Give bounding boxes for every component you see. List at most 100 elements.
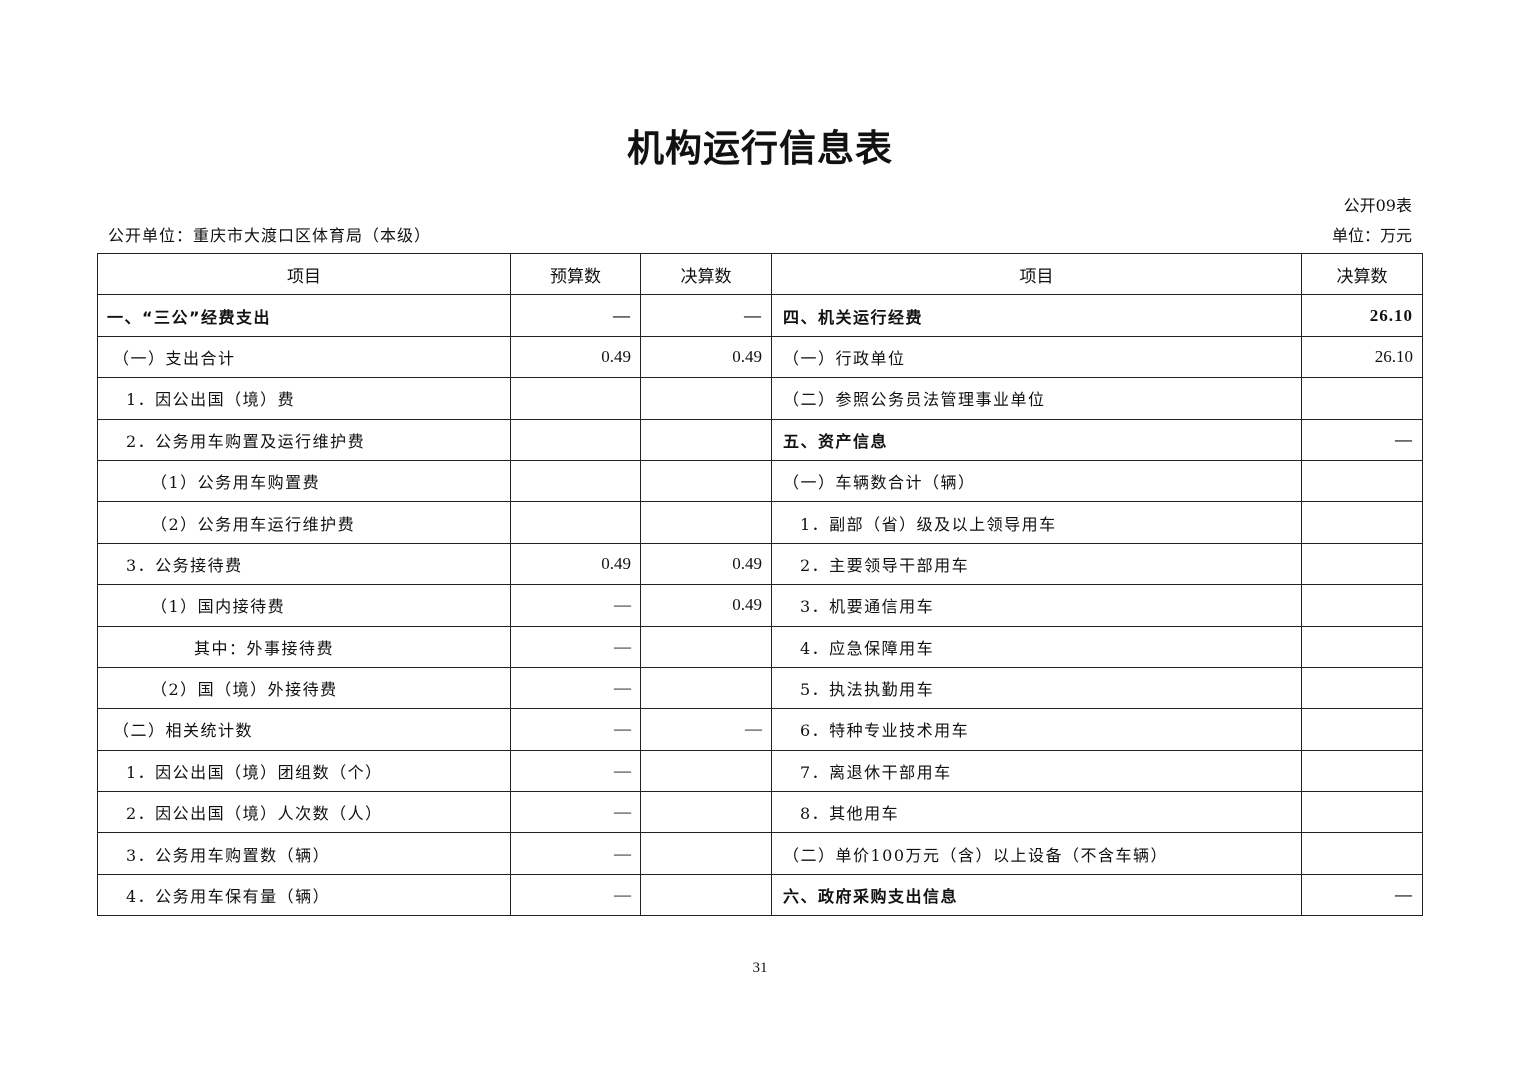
final-value-right xyxy=(1301,584,1423,627)
table-row: 3．公务接待费 0.49 0.49 2．主要领导干部用车 xyxy=(97,542,1423,586)
page-title: 机构运行信息表 xyxy=(627,127,893,170)
item-left: （2）国（境）外接待费 xyxy=(97,666,511,710)
table-row: （2）国（境）外接待费 — 5．执法执勤用车 xyxy=(97,666,1423,710)
final-value-right xyxy=(1301,708,1423,751)
budget-value: — xyxy=(510,625,641,668)
final-value-left xyxy=(640,749,772,793)
header-row: 项目 预算数 决算数 项目 决算数 xyxy=(97,252,1423,296)
item-left: 一、“三公”经费支出 xyxy=(97,294,511,337)
header-final-right: 决算数 xyxy=(1301,252,1423,296)
table-row: 2．因公出国（境）人次数（人） — 8．其他用车 xyxy=(97,791,1423,834)
final-value-right xyxy=(1301,542,1423,586)
item-left: 3．公务接待费 xyxy=(97,542,511,586)
item-right: 2．主要领导干部用车 xyxy=(771,542,1302,586)
final-value-right xyxy=(1301,625,1423,668)
final-value-right xyxy=(1301,459,1423,503)
final-value-right xyxy=(1301,791,1423,834)
item-right: 5．执法执勤用车 xyxy=(771,666,1302,710)
table-row: 一、“三公”经费支出 — — 四、机关运行经费 26.10 xyxy=(97,294,1423,337)
item-left: （一）支出合计 xyxy=(97,335,511,379)
item-left: 2．公务用车购置及运行维护费 xyxy=(97,418,511,461)
item-left: （二）相关统计数 xyxy=(97,708,511,751)
budget-value: — xyxy=(510,791,641,834)
final-value-right: 26.10 xyxy=(1301,335,1423,379)
table-row: 3．公务用车购置数（辆） — （二）单价100万元（含）以上设备（不含车辆） xyxy=(97,832,1423,875)
budget-value: — xyxy=(510,832,641,875)
budget-value: — xyxy=(510,873,641,917)
final-value-left: 0.49 xyxy=(640,542,772,586)
budget-value xyxy=(510,418,641,461)
header-item-right: 项目 xyxy=(771,252,1302,296)
item-left: 1．因公出国（境）费 xyxy=(97,377,511,420)
final-value-left xyxy=(640,459,772,503)
item-right: 四、机关运行经费 xyxy=(771,294,1302,337)
header-budget: 预算数 xyxy=(510,252,641,296)
final-value-left: 0.49 xyxy=(640,335,772,379)
item-left: （1）公务用车购置费 xyxy=(97,459,511,503)
budget-value xyxy=(510,501,641,544)
item-right: （二）单价100万元（含）以上设备（不含车辆） xyxy=(771,832,1302,875)
item-left: 其中：外事接待费 xyxy=(97,625,511,668)
final-value-right xyxy=(1301,501,1423,544)
final-value-right xyxy=(1301,666,1423,710)
budget-value: — xyxy=(510,666,641,710)
item-left: 3．公务用车购置数（辆） xyxy=(97,832,511,875)
final-value-left: 0.49 xyxy=(640,584,772,627)
final-value-left xyxy=(640,377,772,420)
budget-value: 0.49 xyxy=(510,335,641,379)
budget-value: — xyxy=(510,749,641,793)
item-left: 1．因公出国（境）团组数（个） xyxy=(97,749,511,793)
header-item-left: 项目 xyxy=(97,252,511,296)
budget-value: 0.49 xyxy=(510,542,641,586)
final-value-left: — xyxy=(640,294,772,337)
page-number: 31 xyxy=(752,960,768,976)
item-right: （一）车辆数合计（辆） xyxy=(771,459,1302,503)
item-right: 8．其他用车 xyxy=(771,791,1302,834)
table-row: 1．因公出国（境）费 （二）参照公务员法管理事业单位 xyxy=(97,377,1423,420)
item-right: （二）参照公务员法管理事业单位 xyxy=(771,377,1302,420)
header-final-left: 决算数 xyxy=(640,252,772,296)
item-right: 3．机要通信用车 xyxy=(771,584,1302,627)
form-number: 公开09表 xyxy=(1343,196,1412,215)
info-table: 项目 预算数 决算数 项目 决算数 一、“三公”经费支出 — — 四、机关运行经费 26… xyxy=(97,252,1423,917)
final-value-left xyxy=(640,873,772,917)
final-value-left xyxy=(640,832,772,875)
table-row: 1．因公出国（境）团组数（个） — 7．离退休干部用车 xyxy=(97,749,1423,793)
item-right: 6．特种专业技术用车 xyxy=(771,708,1302,751)
item-right: （一）行政单位 xyxy=(771,335,1302,379)
final-value-left xyxy=(640,666,772,710)
item-right: 1．副部（省）级及以上领导用车 xyxy=(771,501,1302,544)
budget-value: — xyxy=(510,708,641,751)
item-right: 4．应急保障用车 xyxy=(771,625,1302,668)
table-row: 其中：外事接待费 — 4．应急保障用车 xyxy=(97,625,1423,668)
currency-unit: 单位：万元 xyxy=(1331,226,1412,245)
item-left: 4．公务用车保有量（辆） xyxy=(97,873,511,917)
item-right: 7．离退休干部用车 xyxy=(771,749,1302,793)
item-left: 2．因公出国（境）人次数（人） xyxy=(97,791,511,834)
budget-value xyxy=(510,377,641,420)
final-value-left xyxy=(640,791,772,834)
budget-value: — xyxy=(510,584,641,627)
final-value-right xyxy=(1301,832,1423,875)
final-value-left: — xyxy=(640,708,772,751)
final-value-right xyxy=(1301,749,1423,793)
final-value-left xyxy=(640,625,772,668)
final-value-right: 26.10 xyxy=(1301,294,1423,337)
final-value-right xyxy=(1301,377,1423,420)
final-value-left xyxy=(640,418,772,461)
table-row: （1）国内接待费 —0.49 3．机要通信用车 xyxy=(97,584,1423,627)
table-row: 4．公务用车保有量（辆） — 六、政府采购支出信息 — xyxy=(97,873,1423,917)
budget-value: — xyxy=(510,294,641,337)
table-row: （一）支出合计 0.49 0.49 （一）行政单位 26.10 xyxy=(97,335,1423,379)
item-left: （2）公务用车运行维护费 xyxy=(97,501,511,544)
item-right: 五、资产信息 xyxy=(771,418,1302,461)
table-row: （二）相关统计数 — —6．特种专业技术用车 xyxy=(97,708,1423,751)
item-left: （1）国内接待费 xyxy=(97,584,511,627)
reporting-unit: 公开单位：重庆市大渡口区体育局（本级） xyxy=(108,226,432,245)
table-row: （2）公务用车运行维护费 1．副部（省）级及以上领导用车 xyxy=(97,501,1423,544)
budget-value xyxy=(510,459,641,503)
final-value-left xyxy=(640,501,772,544)
final-value-right: — xyxy=(1301,873,1423,917)
final-value-right: — xyxy=(1301,418,1423,461)
table-row: （1）公务用车购置费 （一）车辆数合计（辆） xyxy=(97,459,1423,503)
